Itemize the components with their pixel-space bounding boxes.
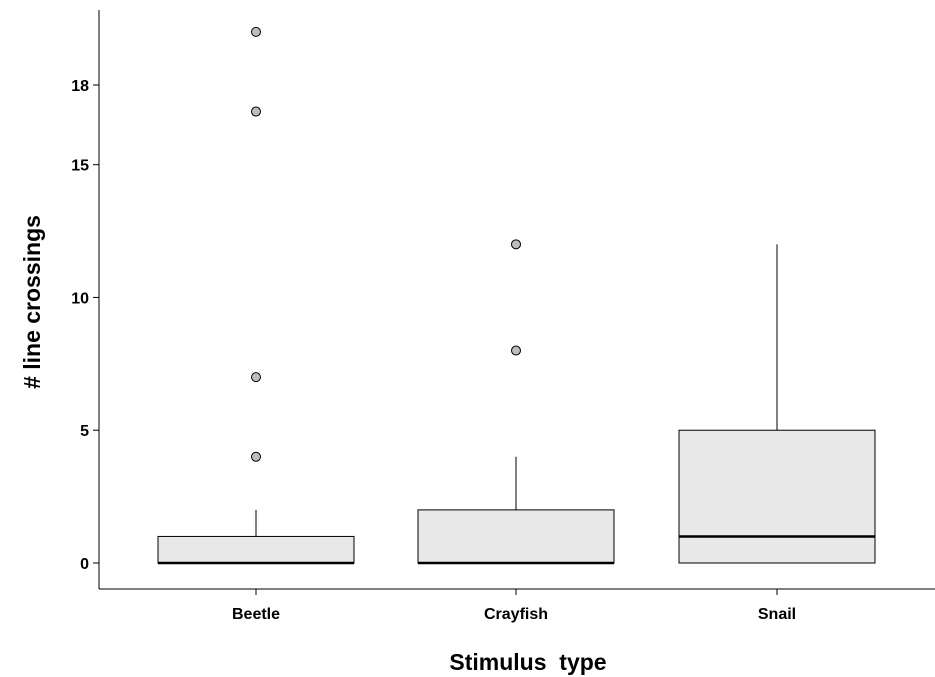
y-tick-label: 0 <box>80 556 89 573</box>
y-tick-label: 18 <box>71 78 89 95</box>
outlier-point <box>511 239 521 250</box>
outlier-point <box>511 345 521 356</box>
x-ticks: Beetle Crayfish Snail <box>232 589 796 623</box>
outlier-point <box>251 372 261 383</box>
x-axis: Beetle Crayfish Snail <box>99 588 935 623</box>
iqr-box <box>678 429 876 564</box>
outlier-point <box>251 451 261 462</box>
x-tick-label: Crayfish <box>484 606 548 623</box>
x-tick-label: Snail <box>758 606 796 623</box>
outlier-point <box>251 26 261 37</box>
x-axis-title: Stimulus type <box>449 649 606 675</box>
iqr-box <box>157 535 355 564</box>
box-group-beetle <box>157 26 355 565</box>
iqr-box <box>417 509 615 564</box>
x-tick-label: Beetle <box>232 606 280 623</box>
outlier-point <box>251 106 261 117</box>
y-axis-title: # line crossings <box>19 215 45 389</box>
box-group-crayfish <box>417 239 615 565</box>
y-tick-label: 5 <box>80 423 89 440</box>
y-tick-label: 15 <box>71 158 89 175</box>
y-tick-label: 10 <box>71 290 89 307</box>
y-ticks: 0 5 10 15 18 <box>71 78 99 573</box>
box-group-snail <box>678 244 876 564</box>
y-axis: 0 5 10 15 18 <box>71 10 100 589</box>
boxes <box>157 26 876 565</box>
